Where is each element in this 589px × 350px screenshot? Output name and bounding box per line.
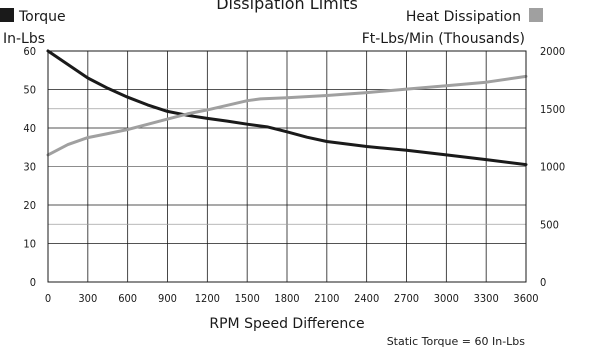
x-tick-label: 900 — [158, 292, 177, 305]
right-tick-label: 1500 — [540, 103, 565, 116]
right-tick-label: 0 — [540, 276, 546, 289]
torque-legend-swatch — [0, 8, 14, 22]
static-torque-note: Static Torque = 60 In-Lbs — [387, 335, 526, 348]
series — [46, 49, 528, 167]
right-tick-label: 500 — [540, 218, 559, 231]
x-tick-label: 2400 — [354, 292, 379, 305]
x-tick-label: 3000 — [434, 292, 459, 305]
left-axis-label-line1: Torque — [18, 9, 66, 25]
left-tick-label: 0 — [30, 276, 36, 289]
x-axis-title: RPM Speed Difference — [209, 316, 364, 332]
x-tick-label: 2700 — [394, 292, 419, 305]
heat-legend-swatch — [529, 8, 543, 22]
left-axis-label-line2: In-Lbs — [3, 31, 45, 47]
x-tick-label: 1200 — [195, 292, 220, 305]
right-axis-label-line2: Ft-Lbs/Min (Thousands) — [362, 31, 525, 47]
right-tick-label: 2000 — [540, 45, 565, 58]
right-axis-label-line1: Heat Dissipation — [406, 9, 521, 25]
right-tick-label: 1000 — [540, 161, 565, 174]
chart-title: Dissipation Limits — [216, 0, 358, 13]
left-tick-label: 20 — [23, 199, 36, 212]
left-tick-label: 30 — [23, 161, 36, 174]
left-tick-label: 60 — [23, 45, 36, 58]
x-tick-label: 3300 — [474, 292, 499, 305]
ticks: 0 300 600 900 1200 1500 1800 2100 2400 2700 3000 33… — [23, 45, 565, 305]
x-tick-label: 2100 — [314, 292, 339, 305]
torque-line — [46, 49, 528, 167]
x-tick-label: 3600 — [513, 292, 538, 305]
x-tick-label: 600 — [118, 292, 137, 305]
plot-frame — [47, 50, 527, 283]
x-tick-label: 1800 — [274, 292, 299, 305]
heat-dissipation-line — [46, 74, 528, 157]
left-tick-label: 10 — [23, 238, 36, 251]
x-tick-label: 300 — [78, 292, 97, 305]
x-tick-label: 1500 — [235, 292, 260, 305]
left-tick-label: 50 — [23, 84, 36, 97]
x-tick-label: 0 — [45, 292, 51, 305]
left-tick-label: 40 — [23, 122, 36, 135]
